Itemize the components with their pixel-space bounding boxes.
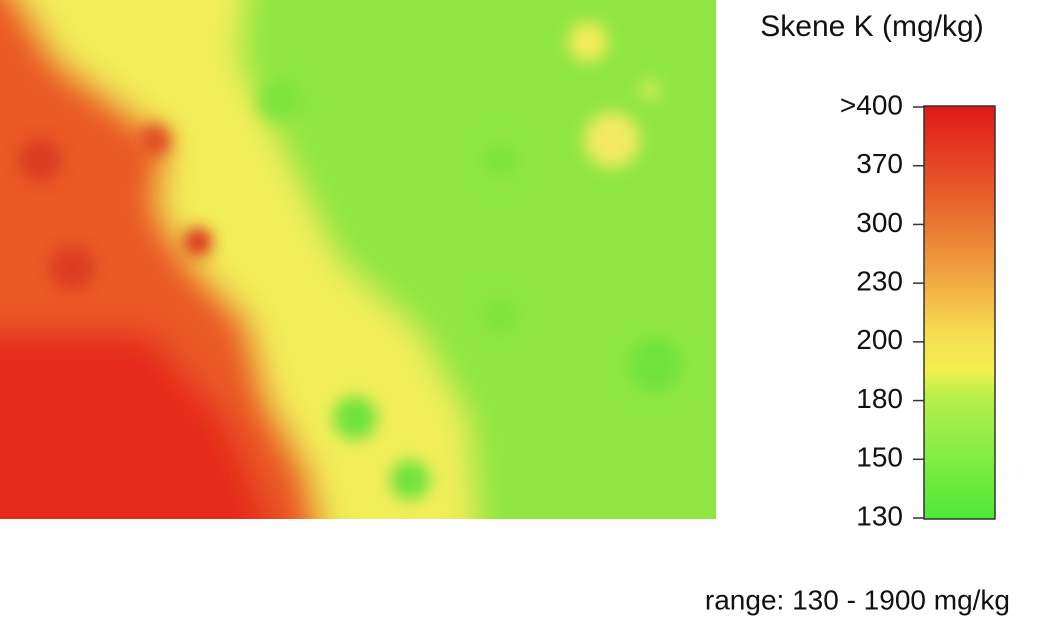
range-note: range: 130 - 1900 mg/kg [705,584,1010,615]
colorbar-tick-label: 230 [856,266,903,297]
colorbar-tick-label: 200 [856,324,903,355]
colorbar-tick-label: >400 [840,89,903,120]
colorbar-tick-label: 370 [856,148,903,179]
colorbar-tick-label: 180 [856,383,903,414]
colorbar-tick-label: 300 [856,207,903,238]
colorbar-tick-label: 130 [856,500,903,531]
legend-title: Skene K (mg/kg) [760,10,983,43]
colorbar-ticks: >400 370 300 230 200 180 150 130 [840,89,924,531]
soil-map [0,0,716,519]
colorbar-tick-label: 150 [856,442,903,473]
colorbar [923,105,996,520]
